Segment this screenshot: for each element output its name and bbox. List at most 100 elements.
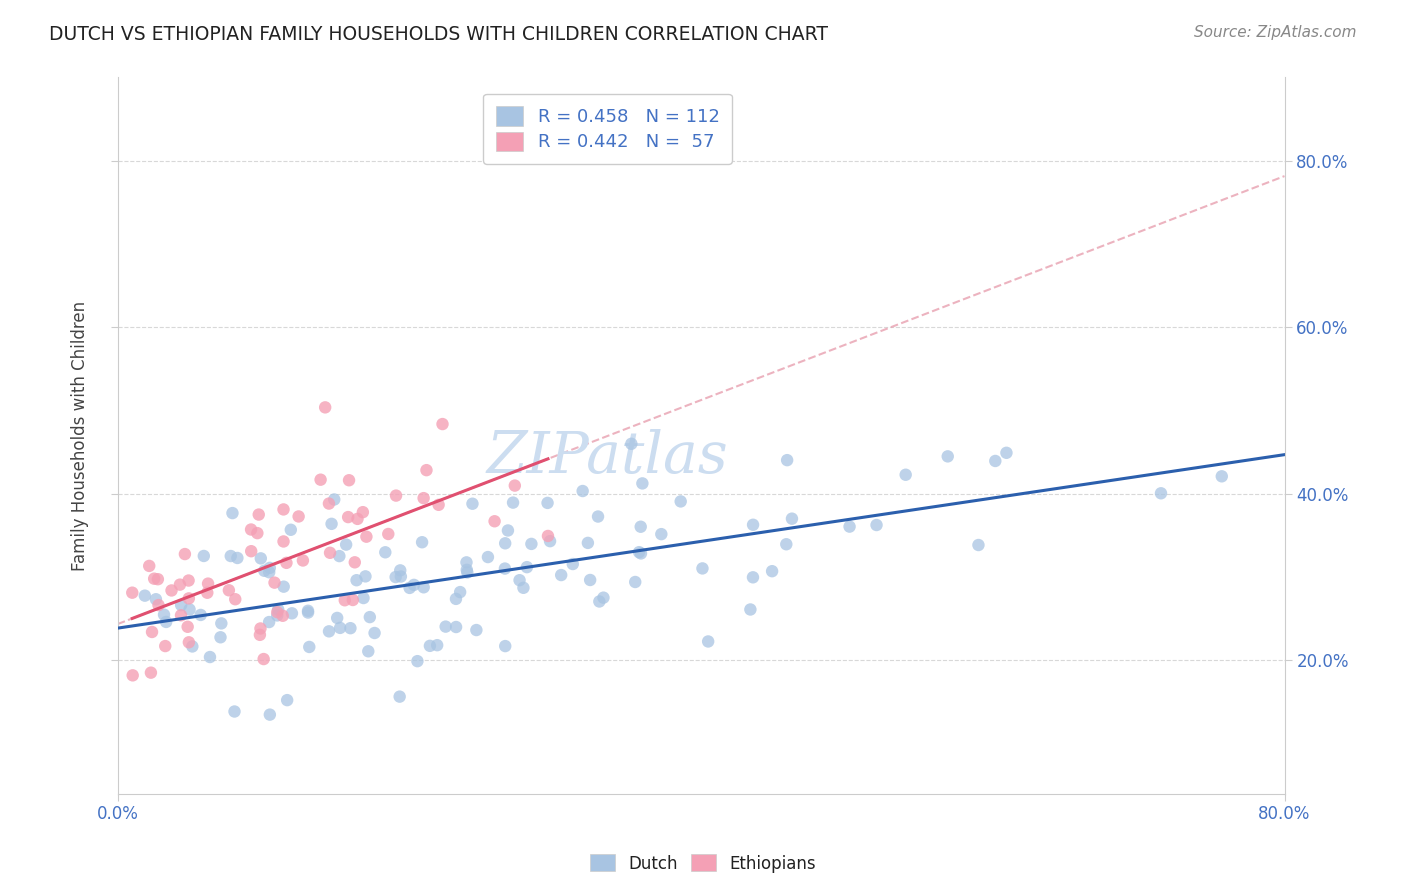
Point <box>139 665 162 680</box>
Point <box>170 608 193 623</box>
Point <box>193 549 215 563</box>
Point <box>342 593 364 607</box>
Point <box>259 707 281 722</box>
Point <box>894 467 917 482</box>
Point <box>426 638 449 652</box>
Point <box>494 536 516 550</box>
Point <box>247 508 270 522</box>
Point <box>271 608 294 623</box>
Point <box>631 476 654 491</box>
Point <box>148 598 170 612</box>
Point <box>838 519 860 533</box>
Point <box>246 526 269 541</box>
Point <box>984 454 1007 468</box>
Point <box>357 644 380 658</box>
Point <box>221 506 243 520</box>
Point <box>314 401 336 415</box>
Point <box>141 624 163 639</box>
Point <box>496 524 519 538</box>
Point <box>253 564 276 578</box>
Point <box>620 437 643 451</box>
Point <box>321 516 343 531</box>
Point <box>432 417 454 431</box>
Text: Source: ZipAtlas.com: Source: ZipAtlas.com <box>1194 25 1357 40</box>
Point <box>516 560 538 574</box>
Point <box>434 619 457 633</box>
Point <box>318 624 340 639</box>
Y-axis label: Family Households with Children: Family Households with Children <box>72 301 89 571</box>
Point <box>273 580 295 594</box>
Point <box>742 570 765 584</box>
Point <box>291 553 314 567</box>
Point <box>412 580 434 594</box>
Point <box>267 602 290 616</box>
Point <box>346 512 368 526</box>
Point <box>427 498 450 512</box>
Point <box>388 690 411 704</box>
Point <box>406 654 429 668</box>
Point <box>333 593 356 607</box>
Point <box>266 608 288 623</box>
Point <box>218 583 240 598</box>
Point <box>740 602 762 616</box>
Point <box>209 630 232 644</box>
Text: ZIPatlas: ZIPatlas <box>486 429 728 485</box>
Point <box>160 583 183 598</box>
Point <box>121 585 143 599</box>
Point <box>326 611 349 625</box>
Point <box>477 550 499 565</box>
Point <box>253 652 276 666</box>
Legend: Dutch, Ethiopians: Dutch, Ethiopians <box>583 847 823 880</box>
Point <box>503 478 526 492</box>
Point <box>356 530 378 544</box>
Point <box>936 450 959 464</box>
Point <box>346 573 368 587</box>
Point <box>309 473 332 487</box>
Point <box>177 635 200 649</box>
Point <box>276 556 298 570</box>
Point <box>323 492 346 507</box>
Point <box>249 628 271 642</box>
Point <box>177 574 200 588</box>
Point <box>249 622 271 636</box>
Point <box>402 578 425 592</box>
Point <box>155 615 177 629</box>
Point <box>1211 469 1233 483</box>
Point <box>461 497 484 511</box>
Point <box>411 535 433 549</box>
Point <box>249 551 271 566</box>
Point <box>669 494 692 508</box>
Point <box>195 586 218 600</box>
Point <box>143 572 166 586</box>
Point <box>198 650 221 665</box>
Point <box>298 640 321 654</box>
Point <box>273 534 295 549</box>
Point <box>145 592 167 607</box>
Point <box>318 497 340 511</box>
Point <box>537 529 560 543</box>
Point <box>273 502 295 516</box>
Point <box>550 568 572 582</box>
Point <box>385 489 408 503</box>
Point <box>415 463 437 477</box>
Point <box>297 606 319 620</box>
Point <box>502 495 524 509</box>
Point <box>319 546 342 560</box>
Point <box>538 534 561 549</box>
Point <box>995 446 1018 460</box>
Point <box>352 505 374 519</box>
Point <box>775 537 797 551</box>
Point <box>520 537 543 551</box>
Point <box>287 509 309 524</box>
Point <box>353 591 375 605</box>
Point <box>465 623 488 637</box>
Point <box>177 591 200 606</box>
Point <box>337 473 360 487</box>
Point <box>377 527 399 541</box>
Point <box>257 615 280 629</box>
Point <box>742 517 765 532</box>
Point <box>592 591 614 605</box>
Point <box>571 483 593 498</box>
Point <box>628 545 651 559</box>
Point <box>444 620 467 634</box>
